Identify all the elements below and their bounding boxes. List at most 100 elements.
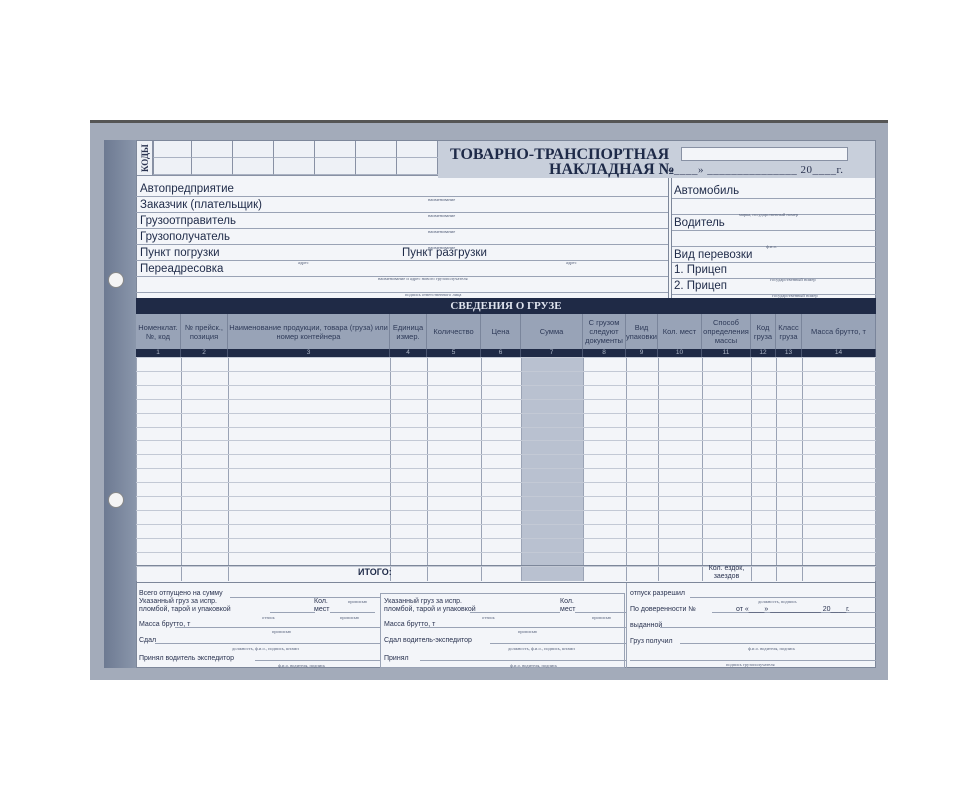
code-cell[interactable] xyxy=(191,141,232,158)
punch-hole xyxy=(108,492,124,508)
column-header: Масса брутто, т xyxy=(802,314,876,349)
column-header: Цена xyxy=(481,314,521,349)
field-line[interactable] xyxy=(136,292,668,293)
field-line[interactable] xyxy=(155,643,380,644)
field-line[interactable] xyxy=(470,612,560,613)
field-line[interactable] xyxy=(672,230,876,231)
field-line[interactable] xyxy=(672,246,876,247)
caption: прописью xyxy=(592,615,612,620)
table-row[interactable] xyxy=(136,482,876,484)
field-line[interactable] xyxy=(136,212,668,213)
release-allowed-label: отпуск разрешил xyxy=(630,590,685,597)
column-number: 8 xyxy=(583,349,626,357)
caption: должность, ф.и.о., подпись, штамп xyxy=(508,646,575,651)
caption: государственный номер xyxy=(770,277,816,282)
field-line[interactable] xyxy=(690,597,876,598)
column-number: 11 xyxy=(702,349,751,357)
code-cell[interactable] xyxy=(396,141,438,158)
caption: оттиск xyxy=(482,615,495,620)
column-number: 14 xyxy=(802,349,876,357)
field-line[interactable] xyxy=(630,660,876,661)
table-row[interactable] xyxy=(136,537,876,539)
field-line[interactable] xyxy=(660,627,876,628)
code-cell[interactable] xyxy=(273,141,314,158)
column-header: Класс груза xyxy=(776,314,802,349)
field-line[interactable] xyxy=(420,627,626,628)
field-line[interactable] xyxy=(136,260,668,261)
field-line[interactable] xyxy=(490,643,626,644)
field-line[interactable] xyxy=(672,214,876,215)
table-row[interactable] xyxy=(136,357,876,358)
proxy-label: По доверенности № xyxy=(630,606,696,613)
field-line[interactable] xyxy=(575,612,626,613)
table-row[interactable] xyxy=(136,398,876,400)
field-line[interactable] xyxy=(672,294,876,295)
caption: ф.и.о. водителя, подпись xyxy=(278,663,326,668)
table-row[interactable] xyxy=(136,454,876,456)
code-cell[interactable] xyxy=(314,158,355,175)
field-line[interactable] xyxy=(672,262,876,263)
caption: наименование xyxy=(428,229,456,234)
field-line[interactable] xyxy=(255,660,380,661)
table-row[interactable] xyxy=(136,468,876,470)
customer-label: Заказчик (плательщик) xyxy=(140,199,262,211)
column-number: 12 xyxy=(751,349,776,357)
received-label: Принял xyxy=(384,655,409,662)
table-row[interactable] xyxy=(136,384,876,386)
field-line[interactable] xyxy=(230,597,380,598)
consignee-label: Грузополучатель xyxy=(140,231,230,243)
seal-label: пломбой, тарой и упаковкой xyxy=(384,606,476,613)
field-line[interactable] xyxy=(175,627,380,628)
punch-hole xyxy=(108,272,124,288)
field-line[interactable] xyxy=(680,643,876,644)
table-row[interactable] xyxy=(136,551,876,553)
field-line[interactable] xyxy=(136,276,668,277)
code-cell[interactable] xyxy=(314,141,355,158)
code-cell[interactable] xyxy=(191,158,232,175)
caption: ф.и.о. водителя, подпись xyxy=(510,663,558,668)
codes-grid xyxy=(137,141,438,176)
code-cell[interactable] xyxy=(355,141,396,158)
readdress-label: Переадресовка xyxy=(140,263,224,275)
field-line[interactable] xyxy=(420,660,626,661)
field-line[interactable] xyxy=(136,228,668,229)
field-line[interactable] xyxy=(672,198,876,199)
caption: адрес xyxy=(566,260,577,265)
field-line[interactable] xyxy=(136,244,668,245)
field-line[interactable] xyxy=(712,612,876,613)
waybill-number-field[interactable] xyxy=(681,147,848,161)
table-row[interactable] xyxy=(136,426,876,428)
table-row[interactable] xyxy=(136,565,876,567)
proxy-date-field[interactable]: от «____» _____________ 20____г. xyxy=(736,606,850,613)
field-line[interactable] xyxy=(672,278,876,279)
table-row[interactable] xyxy=(136,496,876,497)
field-line[interactable] xyxy=(136,196,668,197)
code-cell[interactable] xyxy=(232,158,273,175)
column-header: Сумма xyxy=(521,314,583,349)
column-header: Способ определения массы xyxy=(702,314,751,349)
table-row[interactable] xyxy=(136,440,876,442)
column-number: 5 xyxy=(427,349,481,357)
cargo-received-label: Груз получил xyxy=(630,638,673,645)
caption: должность, ф.и.о., подпись, штамп xyxy=(232,646,299,651)
code-cell[interactable] xyxy=(153,158,191,175)
code-cell[interactable] xyxy=(355,158,396,175)
field-line[interactable] xyxy=(270,612,315,613)
code-cell[interactable] xyxy=(273,158,314,175)
table-row[interactable] xyxy=(136,509,876,511)
trips-label: Кол. ездок, заездов xyxy=(708,565,745,580)
column-number: 13 xyxy=(776,349,802,357)
codes-label: КОДЫ xyxy=(137,141,153,176)
field-line[interactable] xyxy=(330,612,375,613)
caption: наименование и адрес нового грузополучат… xyxy=(378,276,468,281)
code-cell[interactable] xyxy=(153,141,191,158)
code-cell[interactable] xyxy=(396,158,438,175)
code-cell[interactable] xyxy=(232,141,273,158)
caption: должность, подпись xyxy=(758,599,797,604)
table-row[interactable] xyxy=(136,412,876,414)
date-field[interactable]: «____» _______________ 20____г. xyxy=(668,164,844,176)
table-row[interactable] xyxy=(136,370,876,372)
released-sum-label: Всего отпущено на сумму xyxy=(139,590,223,597)
column-number: 7 xyxy=(521,349,583,357)
table-row[interactable] xyxy=(136,523,876,525)
